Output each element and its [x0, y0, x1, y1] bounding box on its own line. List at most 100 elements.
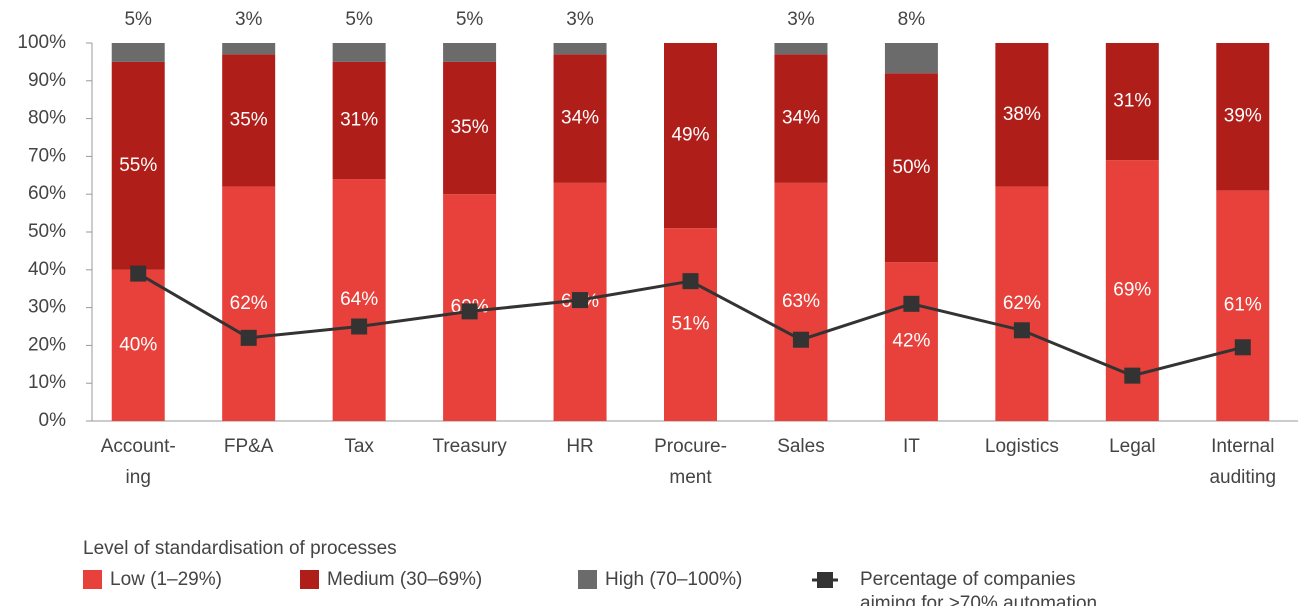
data-label: 64%: [340, 289, 378, 310]
y-tick-label: 40%: [28, 259, 66, 280]
line-marker: [682, 273, 699, 290]
legend-label: Medium (30–69%): [327, 569, 482, 590]
y-tick-label: 80%: [28, 108, 66, 129]
data-label: 3%: [235, 9, 263, 30]
bar-segment: [111, 269, 165, 421]
legend-label: aiming for >70% automation: [860, 593, 1097, 606]
bar-segment: [332, 43, 386, 62]
x-tick-label: ing: [126, 467, 151, 488]
line-marker: [1124, 367, 1141, 384]
data-label: 62%: [1003, 293, 1041, 314]
legend-swatch: [300, 570, 319, 589]
bar-segment: [222, 186, 276, 421]
bar-segment: [1216, 190, 1270, 421]
data-label: 61%: [1224, 295, 1262, 316]
data-label: 5%: [345, 9, 373, 30]
y-tick-label: 20%: [28, 334, 66, 355]
bar-segment: [443, 61, 497, 195]
bar-segment: [443, 43, 497, 62]
y-tick-label: 100%: [17, 32, 66, 53]
data-label: 39%: [1224, 106, 1262, 127]
data-label: 31%: [340, 110, 378, 131]
data-label: 34%: [561, 108, 599, 129]
line-marker: [240, 329, 257, 346]
x-tick-label: Internal: [1211, 436, 1274, 457]
bar-segment: [553, 54, 607, 183]
bar-segment: [1105, 43, 1159, 161]
legend-label: Percentage of companies: [860, 569, 1075, 590]
line-marker: [130, 265, 147, 282]
bar-segment: [222, 43, 276, 55]
data-label: 3%: [787, 9, 815, 30]
data-label: 63%: [782, 291, 820, 312]
data-label: 5%: [124, 9, 152, 30]
legend-swatch: [578, 570, 597, 589]
legend-label: Low (1–29%): [110, 569, 222, 590]
legend-swatch: [83, 570, 102, 589]
y-tick-label: 60%: [28, 183, 66, 204]
x-tick-label: Account-: [101, 436, 176, 457]
y-tick-label: 0%: [39, 410, 67, 431]
bar-segment: [884, 262, 938, 421]
bar-segment: [664, 43, 717, 229]
bar-segment: [332, 61, 386, 180]
data-label: 55%: [119, 155, 157, 176]
x-tick-label: IT: [903, 436, 920, 457]
x-tick-label: Sales: [777, 436, 825, 457]
bar-segment: [774, 182, 828, 421]
line-marker: [1013, 322, 1030, 339]
line-marker: [351, 318, 368, 335]
data-label: 35%: [230, 110, 268, 131]
line-marker: [792, 331, 809, 348]
data-label: 35%: [451, 117, 489, 138]
x-tick-label: Treasury: [432, 436, 507, 457]
data-label: 50%: [892, 157, 930, 178]
x-tick-label: Logistics: [985, 436, 1059, 457]
line-marker: [1234, 339, 1251, 356]
x-tick-label: auditing: [1209, 467, 1276, 488]
bar-segment: [774, 54, 828, 183]
bar-segment: [995, 43, 1049, 187]
data-label: 8%: [898, 9, 926, 30]
x-tick-label: Procure-: [654, 436, 727, 457]
bar-segment: [884, 73, 938, 263]
y-tick-label: 50%: [28, 221, 66, 242]
bar-segment: [111, 43, 165, 62]
data-label: 40%: [119, 334, 157, 355]
data-label: 49%: [671, 125, 709, 146]
line-marker: [903, 295, 920, 312]
y-tick-label: 10%: [28, 372, 66, 393]
x-tick-label: ment: [669, 467, 712, 488]
y-tick-label: 70%: [28, 145, 66, 166]
data-label: 34%: [782, 108, 820, 129]
data-label: 3%: [566, 9, 594, 30]
bar-segment: [553, 43, 607, 55]
x-tick-label: FP&A: [224, 436, 274, 457]
y-tick-label: 30%: [28, 297, 66, 318]
bar-segment: [995, 186, 1049, 421]
legend-label: High (70–100%): [605, 569, 742, 590]
data-label: 69%: [1113, 280, 1151, 301]
legend-title: Level of standardisation of processes: [83, 538, 397, 559]
x-tick-label: HR: [566, 436, 593, 457]
bar-segment: [332, 179, 386, 421]
bar-segment: [774, 43, 828, 55]
line-marker: [572, 292, 589, 309]
x-tick-label: Tax: [344, 436, 374, 457]
data-label: 42%: [892, 331, 930, 352]
bar-segment: [664, 228, 717, 421]
bar-segment: [884, 43, 938, 74]
data-label: 38%: [1003, 104, 1041, 125]
legend-marker: [817, 572, 833, 588]
data-label: 62%: [230, 293, 268, 314]
line-marker: [461, 303, 478, 320]
bar-segment: [1216, 43, 1270, 191]
x-tick-label: Legal: [1109, 436, 1156, 457]
bar-segment: [222, 54, 276, 187]
data-label: 31%: [1113, 91, 1151, 112]
y-tick-label: 90%: [28, 70, 66, 91]
data-label: 5%: [456, 9, 484, 30]
bar-segment: [111, 61, 165, 270]
